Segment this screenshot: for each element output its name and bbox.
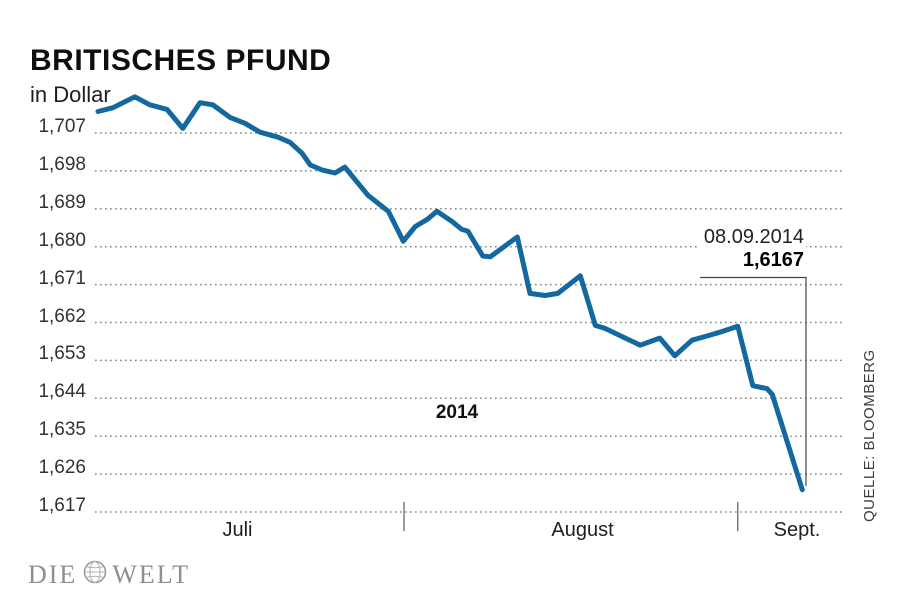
year-label: 2014 xyxy=(435,402,479,423)
y-tick-label: 1,653 xyxy=(38,343,86,365)
die-welt-logo: DIE WELT xyxy=(28,558,190,591)
y-tick-label: 1,662 xyxy=(38,305,86,327)
y-tick-label: 1,680 xyxy=(38,229,86,251)
page-title: BRITISCHES PFUND xyxy=(30,44,332,77)
price-line xyxy=(95,94,805,493)
y-tick-label: 1,617 xyxy=(38,495,86,516)
source-credit: QUELLE: BLOOMBERG xyxy=(861,349,878,522)
y-tick-label: 1,671 xyxy=(38,267,86,289)
y-tick-label: 1,698 xyxy=(38,153,86,175)
logo-text-die: DIE xyxy=(28,559,78,589)
annotation-date: 08.09.2014 xyxy=(697,226,806,249)
month-label: Juli xyxy=(222,519,253,541)
y-tick-label: 1,626 xyxy=(38,457,86,479)
y-tick-label: 1,635 xyxy=(38,419,86,441)
y-tick-label: 1,644 xyxy=(38,381,86,403)
y-tick-label: 1,689 xyxy=(38,191,86,213)
logo-text-welt: WELT xyxy=(112,559,191,589)
globe-icon xyxy=(83,560,107,591)
month-label: Sept. xyxy=(773,519,821,541)
callout-bracket xyxy=(700,276,807,486)
y-tick-label: 1,707 xyxy=(38,116,86,137)
annotation-value: 1,6167 xyxy=(736,249,806,272)
chart-subtitle: in Dollar xyxy=(30,82,111,107)
month-label: August xyxy=(551,519,614,541)
